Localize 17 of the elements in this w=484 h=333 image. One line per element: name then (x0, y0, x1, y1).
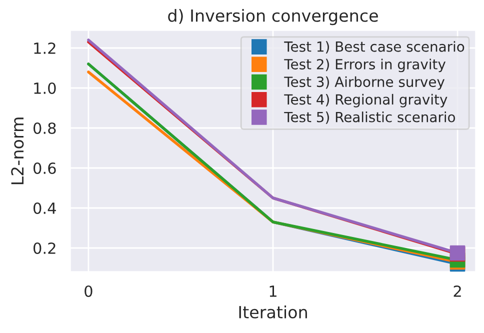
legend-label: Test 5) Realistic scenario (284, 112, 456, 124)
legend-label: Test 4) Regional gravity (284, 94, 448, 108)
y-tick-label: 0.4 (34, 202, 56, 214)
chart-title: d) Inversion convergence (168, 9, 378, 26)
x-axis-title: Iteration (239, 306, 307, 318)
y-tick-label: 0.2 (34, 242, 56, 254)
y-tick-label: 1.2 (34, 42, 56, 54)
y-axis-title: L2-norm (11, 118, 24, 184)
x-tick-label: 1 (270, 286, 276, 297)
y-tick-label: 0.8 (34, 122, 56, 134)
legend-label: Test 3) Airborne survey (284, 76, 445, 90)
y-tick-label: 1.0 (34, 82, 56, 94)
legend-label: Test 1) Best case scenario (284, 41, 464, 54)
y-tick-label: 0.6 (34, 162, 56, 174)
x-tick-label: 2 (454, 285, 461, 297)
x-tick-label: 0 (84, 285, 92, 298)
legend-label: Test 2) Errors in gravity (284, 58, 446, 72)
